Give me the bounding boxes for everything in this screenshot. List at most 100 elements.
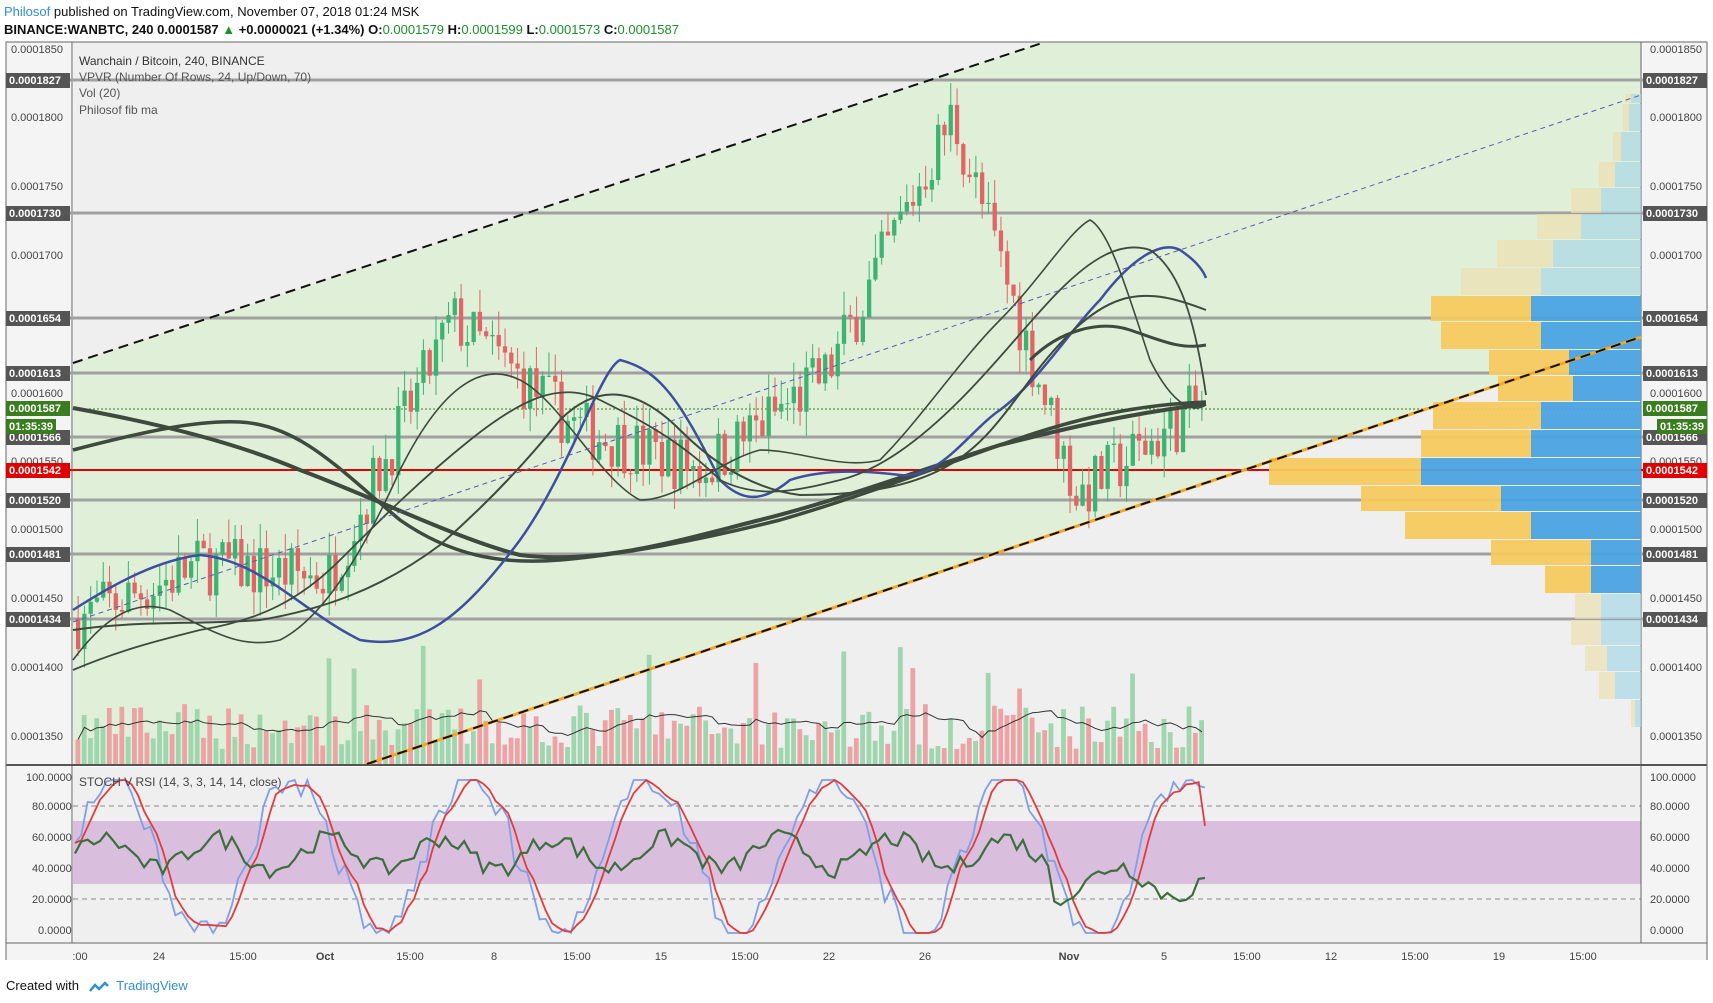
legend-fib[interactable]: Philosof fib ma bbox=[79, 103, 158, 117]
candle-body bbox=[1074, 495, 1079, 506]
price-tick: 0.0001400 bbox=[11, 662, 63, 674]
candle-body bbox=[1105, 444, 1110, 489]
candle-body bbox=[697, 466, 702, 484]
vp-row-up bbox=[1575, 594, 1601, 619]
candle-body bbox=[302, 570, 307, 579]
candle-body bbox=[841, 314, 847, 344]
volume-bar bbox=[627, 715, 633, 764]
candle-body bbox=[816, 358, 822, 384]
open-label: O: bbox=[368, 22, 383, 37]
volume-bar bbox=[370, 739, 376, 764]
close-label: C: bbox=[603, 22, 618, 37]
volume-bar bbox=[1142, 723, 1148, 764]
level-label: 0.0001481 bbox=[9, 549, 61, 561]
price-chart[interactable]: Wanchain / Bitcoin, 240, BINANCE VPVR (N… bbox=[0, 0, 1713, 960]
candle-body bbox=[540, 375, 545, 397]
volume-profile bbox=[1269, 94, 1641, 727]
volume-bar bbox=[816, 723, 822, 764]
time-tick: 8 bbox=[491, 951, 497, 960]
stoch-tick: 100.0000 bbox=[26, 772, 72, 784]
volume-bar bbox=[948, 718, 953, 764]
volume-bar bbox=[634, 728, 639, 764]
volume-bar bbox=[847, 746, 853, 764]
candle-body bbox=[948, 104, 953, 136]
vp-row-down bbox=[1601, 594, 1641, 619]
candle-body bbox=[1124, 465, 1129, 487]
price-tick: 0.0001800 bbox=[11, 112, 63, 124]
volume-bar bbox=[960, 743, 966, 764]
legend-vol[interactable]: Vol (20) bbox=[79, 86, 120, 100]
price-tick: 0.0001850 bbox=[11, 44, 63, 56]
candle-body bbox=[986, 202, 991, 205]
vp-row-down bbox=[1591, 540, 1641, 565]
level-label: 0.0001613 bbox=[1646, 368, 1698, 380]
vp-row-up bbox=[1269, 458, 1421, 485]
volume-bar bbox=[201, 737, 206, 764]
candle-body bbox=[735, 421, 740, 473]
stoch-d-line bbox=[74, 778, 1206, 934]
volume-bar bbox=[408, 723, 413, 764]
legend-vpvr[interactable]: VPVR (Number Of Rows, 24, Up/Down, 70) bbox=[79, 70, 311, 84]
stoch-legend[interactable]: STOCH V RSI (14, 3, 3, 14, 14, close) bbox=[79, 775, 282, 789]
candle-body bbox=[980, 172, 985, 205]
vp-row-down bbox=[1607, 646, 1641, 671]
time-tick: 24 bbox=[153, 951, 165, 960]
high-label: H: bbox=[447, 22, 462, 37]
volume-bar bbox=[263, 731, 269, 764]
candle-body bbox=[779, 403, 784, 412]
ma-mid-line bbox=[72, 400, 1207, 563]
tradingview-link[interactable]: TradingView bbox=[116, 978, 188, 993]
ma-line bbox=[72, 246, 1207, 671]
volume-bar bbox=[477, 679, 483, 764]
stoch-tick: 60.0000 bbox=[1650, 832, 1690, 844]
volume-bar bbox=[232, 737, 238, 764]
volume-bar bbox=[339, 744, 344, 764]
volume-bar bbox=[502, 744, 508, 764]
volume-bar bbox=[1061, 709, 1066, 764]
candle-body bbox=[772, 396, 778, 412]
red-level-label: 0.0001542 bbox=[9, 465, 61, 477]
volume-bar bbox=[496, 722, 501, 764]
candle-body bbox=[754, 415, 759, 421]
candle-body bbox=[427, 350, 432, 376]
volume-bar bbox=[935, 745, 941, 764]
volume-bar bbox=[75, 739, 81, 764]
volume-bar bbox=[282, 720, 288, 764]
candle-body bbox=[94, 597, 100, 602]
volume-bar bbox=[772, 712, 778, 764]
candle-body bbox=[182, 556, 187, 578]
price-tick: 0.0001500 bbox=[1650, 524, 1702, 536]
volume-bar bbox=[577, 705, 583, 764]
volume-bar bbox=[138, 707, 144, 764]
candle-body bbox=[132, 582, 137, 594]
countdown-label: 01:35:39 bbox=[1660, 421, 1704, 433]
vp-row-down bbox=[1615, 162, 1641, 187]
author-link[interactable]: Philosof bbox=[4, 4, 51, 19]
candle-body bbox=[232, 538, 238, 559]
volume-bar bbox=[941, 748, 947, 764]
vp-row-up bbox=[1599, 162, 1615, 187]
time-axis[interactable] bbox=[6, 943, 1707, 960]
candle-body bbox=[1042, 384, 1048, 406]
vp-row-up bbox=[1625, 94, 1631, 103]
candle-body bbox=[226, 542, 231, 559]
vp-row-up bbox=[1431, 296, 1531, 321]
volume-bar bbox=[270, 733, 275, 764]
candle-body bbox=[603, 442, 608, 447]
right-price-axis[interactable] bbox=[1641, 42, 1707, 943]
candle-body bbox=[352, 541, 357, 566]
candle-body bbox=[207, 548, 213, 596]
candle-body bbox=[1187, 385, 1192, 408]
left-price-axis[interactable] bbox=[6, 42, 72, 943]
time-tick: Nov bbox=[1059, 951, 1081, 960]
candle-body bbox=[854, 317, 859, 343]
candle-body bbox=[961, 144, 966, 175]
candle-body bbox=[283, 558, 288, 585]
low-label: L: bbox=[526, 22, 539, 37]
volume-bar bbox=[872, 740, 878, 764]
vp-row-down bbox=[1591, 566, 1641, 593]
rsi-line bbox=[74, 828, 1206, 907]
volume-bar bbox=[753, 662, 759, 764]
level-label: 0.0001654 bbox=[9, 313, 62, 325]
stoch-tick: 20.0000 bbox=[32, 894, 72, 906]
